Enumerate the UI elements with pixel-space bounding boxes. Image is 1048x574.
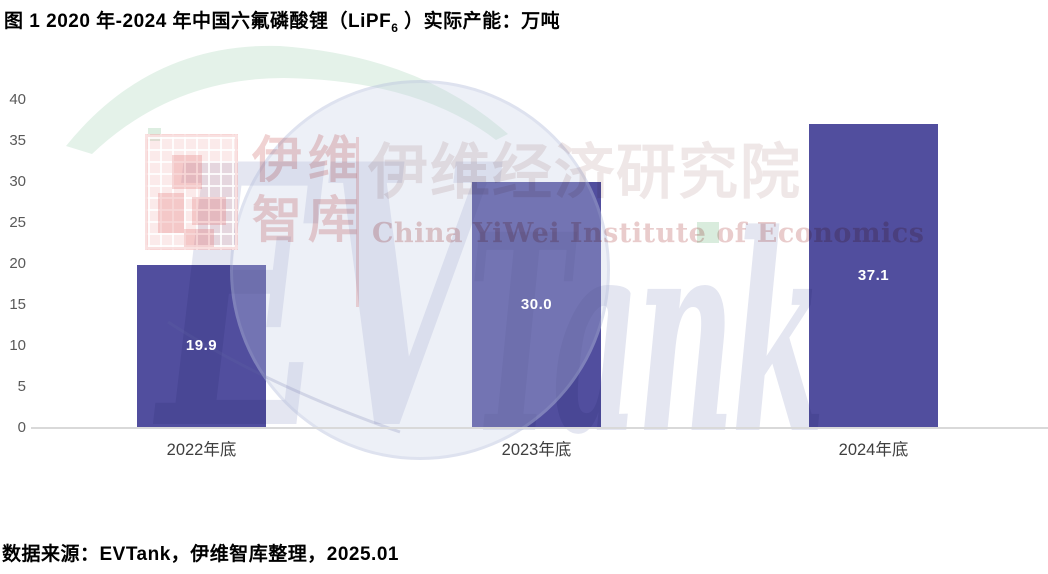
y-tick-label: 35	[9, 132, 26, 149]
y-tick-label: 30	[9, 173, 26, 190]
figure-title-subscript: 6	[391, 20, 399, 35]
y-tick-label: 0	[17, 419, 26, 436]
y-tick-label: 5	[17, 378, 26, 395]
bar-2024年底	[809, 123, 938, 428]
bar-value-label: 30.0	[520, 296, 553, 313]
figure-title-prefix: 图 1 2020 年-2024 年中国六氟磷酸锂（LiPF	[4, 11, 392, 32]
x-category-label: 2022年底	[166, 441, 237, 459]
bar-2023年底	[472, 182, 601, 428]
bar-2022年底	[137, 264, 266, 428]
figure-title-suffix: ）实际产能：万吨	[398, 11, 561, 32]
figure-title: 图 1 2020 年-2024 年中国六氟磷酸锂（LiPF6 ）实际产能：万吨	[4, 6, 560, 35]
y-tick-label: 25	[9, 214, 26, 231]
x-category-label: 2023年底	[501, 441, 572, 459]
bar-value-label: 19.9	[185, 337, 218, 355]
y-tick-label: 15	[9, 296, 26, 313]
x-axis-line	[31, 427, 1048, 429]
y-tick-label: 10	[9, 337, 26, 354]
x-category-label: 2024年底	[838, 441, 909, 459]
source-note: 数据来源：EVTank，伊维智库整理，2025.01	[2, 544, 399, 565]
y-tick-label: 40	[9, 91, 26, 108]
bar-value-label: 37.1	[857, 266, 890, 284]
y-tick-label: 20	[9, 255, 26, 272]
